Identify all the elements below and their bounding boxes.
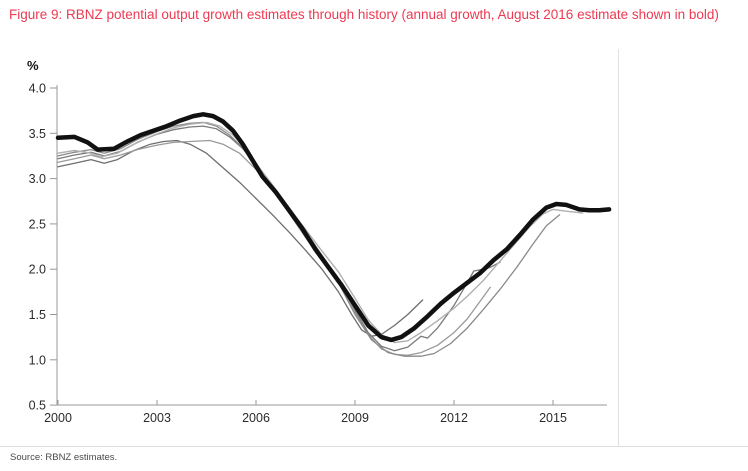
y-tick-label: 1.0 [29,353,46,367]
x-tick-label: 2006 [242,411,270,425]
y-tick-label: 3.5 [29,127,46,141]
series-line-earlier-estimate-3 [57,125,501,352]
x-tick-label: 2003 [143,411,171,425]
series-line-earlier-estimate-5 [57,121,584,344]
series-line-earlier-estimate-2 [57,139,491,356]
figure-title: Figure 9: RBNZ potential output growth e… [9,7,719,22]
y-tick-label: 2.0 [29,263,46,277]
y-tick-label: 3.0 [29,172,46,186]
source-note: Source: RBNZ estimates. [10,452,118,463]
y-tick-label: 2.5 [29,217,46,231]
x-tick-label: 2009 [341,411,369,425]
series-line-earlier-estimate-1 [57,139,424,337]
y-tick-label: 1.5 [29,308,46,322]
y-axis-unit-label: % [27,58,39,73]
x-tick-label: 2000 [44,411,72,425]
footer-divider [0,446,748,447]
series-line-august-2016-estimate-bold [55,112,612,343]
y-tick-label: 4.0 [29,82,46,96]
y-tick-label: 0.5 [29,399,46,413]
x-tick-label: 2012 [440,411,468,425]
page-column-divider [618,49,619,446]
x-tick-label: 2015 [539,411,567,425]
